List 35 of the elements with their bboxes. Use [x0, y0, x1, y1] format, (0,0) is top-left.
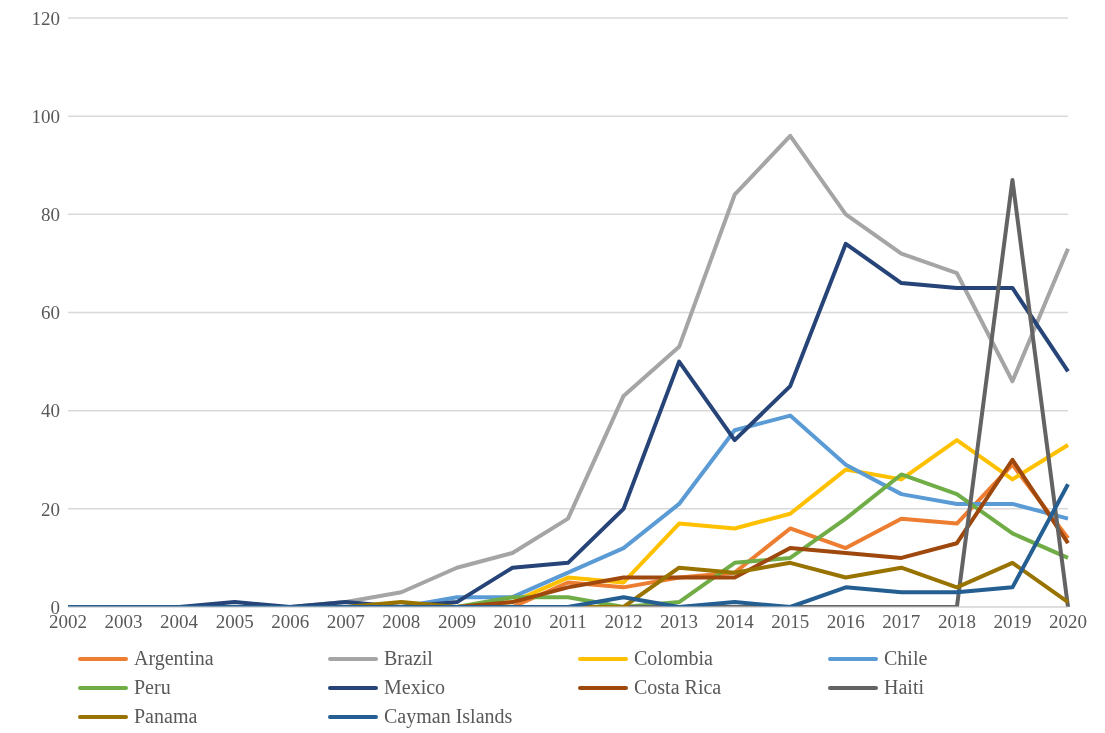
y-tick-label: 40 [41, 400, 60, 422]
x-tick-label: 2003 [104, 611, 143, 633]
x-tick-label: 2018 [937, 611, 976, 633]
x-tick-label: 2017 [882, 611, 921, 633]
x-tick-label: 2019 [993, 611, 1032, 633]
legend-label: Chile [884, 647, 928, 670]
x-tick-label: 2010 [493, 611, 532, 633]
x-tick-label: 2006 [271, 611, 310, 633]
x-tick-label: 2015 [771, 611, 810, 633]
legend-label: Haiti [884, 676, 924, 699]
y-tick-label: 100 [31, 105, 60, 127]
y-tick-label: 20 [41, 498, 60, 520]
x-tick-label: 2013 [660, 611, 699, 633]
x-tick-label: 2007 [326, 611, 365, 633]
y-tick-label: 120 [31, 7, 60, 29]
x-tick-label: 2009 [437, 611, 476, 633]
x-tick-label: 2011 [549, 611, 587, 633]
x-tick-label: 2008 [382, 611, 421, 633]
line-series [66, 482, 1070, 607]
legend-label: Cayman Islands [384, 705, 513, 728]
y-tick-label: 60 [41, 302, 60, 324]
legend-label: Argentina [134, 647, 214, 670]
legend-label: Mexico [384, 676, 446, 699]
legend-label: Costa Rica [634, 676, 722, 699]
y-tick-label: 80 [41, 204, 60, 226]
legend-label: Panama [134, 705, 198, 728]
legend-label: Colombia [634, 647, 713, 670]
legend-label: Brazil [384, 647, 433, 670]
x-tick-label: 2020 [1049, 611, 1087, 633]
x-tick-label: 2004 [160, 611, 199, 633]
legend-label: Peru [134, 676, 171, 699]
x-tick-label: 2012 [604, 611, 643, 633]
x-tick-label: 2005 [215, 611, 254, 633]
x-tick-label: 2016 [826, 611, 865, 633]
x-tick-label: 2014 [715, 611, 755, 633]
